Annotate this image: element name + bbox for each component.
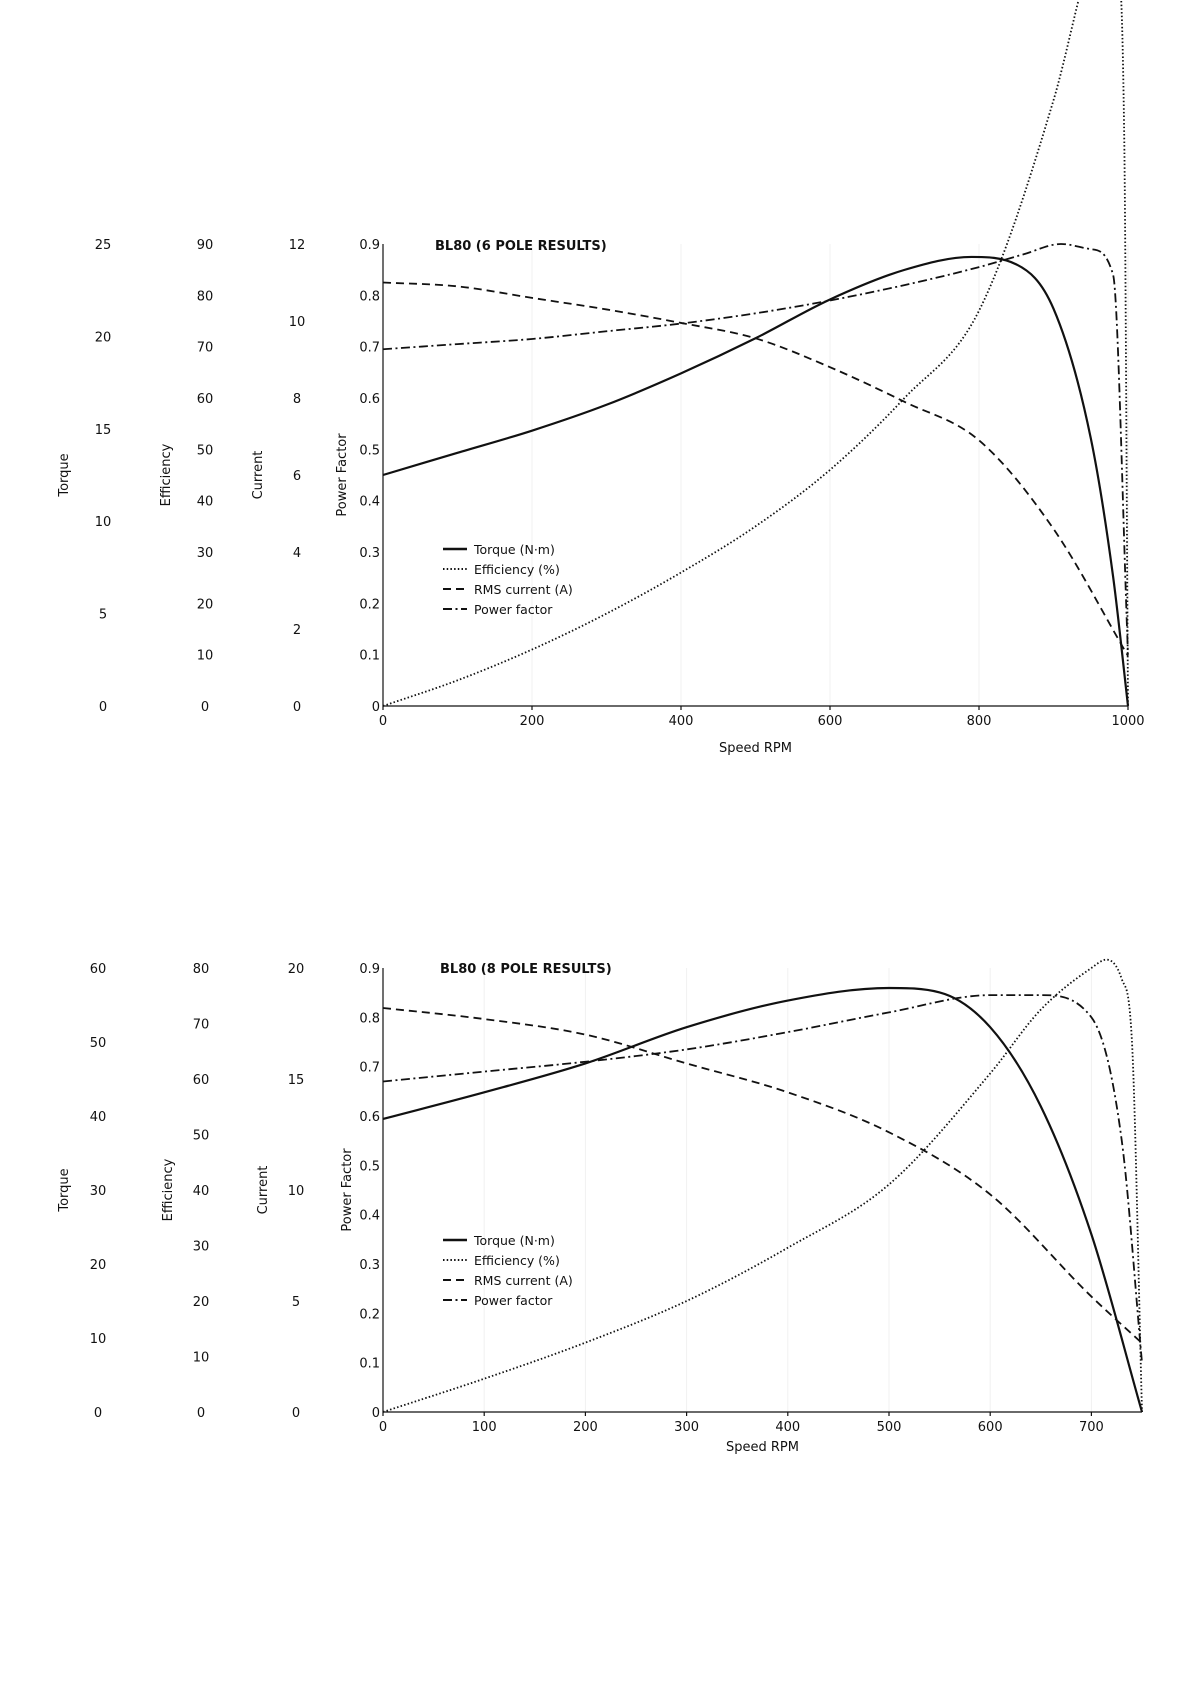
current-tick-label: 6 <box>293 469 301 484</box>
legend-label: Power factor <box>474 602 553 617</box>
efficiency-tick-label: 70 <box>197 341 214 356</box>
current-tick-label: 0 <box>293 700 301 715</box>
current-tick-label: 2 <box>293 623 301 638</box>
power_factor-tick-label: 0.7 <box>359 341 380 356</box>
current-axis-title: Current <box>251 451 266 500</box>
torque-tick-label: 10 <box>95 515 112 530</box>
efficiency-tick-label: 20 <box>197 597 214 612</box>
x-tick-label: 600 <box>818 714 843 729</box>
power_factor-tick-label: 0.3 <box>359 546 380 561</box>
legend-label: Efficiency (%) <box>474 562 560 577</box>
current-tick-label: 8 <box>293 392 301 407</box>
legend: Torque (N·m) Efficiency (%) RMS current (A… <box>443 542 573 617</box>
efficiency-axis-title: Efficiency <box>159 443 174 506</box>
torque-tick-label: 15 <box>95 423 112 438</box>
series-line-efficiency <box>382 0 1129 707</box>
x-tick-label: 1000 <box>1111 714 1144 729</box>
efficiency-tick-label: 10 <box>197 649 214 664</box>
power_factor-tick-label: 0 <box>372 700 380 715</box>
efficiency-tick-label: 30 <box>197 546 214 561</box>
efficiency-tick-label: 0 <box>201 700 209 715</box>
x-axis-title: Speed RPM <box>719 741 792 756</box>
current-tick-label: 4 <box>293 546 301 561</box>
x-tick-label: 400 <box>669 714 694 729</box>
power_factor-tick-label: 0.6 <box>359 392 380 407</box>
power_factor-tick-label: 0.8 <box>359 289 380 304</box>
power_factor-tick-label: 0.4 <box>359 495 380 510</box>
torque-tick-label: 20 <box>95 330 112 345</box>
x-tick-label: 800 <box>967 714 992 729</box>
efficiency-tick-label: 80 <box>197 289 214 304</box>
power_factor-tick-label: 0.1 <box>359 649 380 664</box>
x-tick-label: 200 <box>520 714 545 729</box>
series-line-torque <box>382 255 1130 707</box>
power_factor-tick-label: 0.2 <box>359 597 380 612</box>
series-line-current <box>382 281 1129 657</box>
current-tick-label: 12 <box>289 238 306 253</box>
torque-tick-label: 5 <box>99 608 107 623</box>
power_factor-tick-label: 0.5 <box>359 443 380 458</box>
series-group <box>382 0 1130 707</box>
efficiency-tick-label: 60 <box>197 392 214 407</box>
grid <box>531 244 1129 706</box>
efficiency-tick-label: 40 <box>197 495 214 510</box>
efficiency-tick-label: 50 <box>197 443 214 458</box>
legend-label: RMS current (A) <box>474 582 573 597</box>
torque-tick-label: 0 <box>99 700 107 715</box>
torque-axis-title: Torque <box>57 453 72 497</box>
series-line-power_factor <box>382 243 1129 655</box>
torque-tick-label: 25 <box>95 238 112 253</box>
current-tick-label: 10 <box>289 315 306 330</box>
power_factor-axis-title: Power Factor <box>335 433 350 517</box>
legend-label: Torque (N·m) <box>473 542 555 557</box>
x-tick-label: 0 <box>379 714 387 729</box>
efficiency-tick-label: 90 <box>197 238 214 253</box>
power_factor-tick-label: 0.9 <box>359 238 380 253</box>
chart-title: BL80 (6 POLE RESULTS) <box>435 239 607 254</box>
